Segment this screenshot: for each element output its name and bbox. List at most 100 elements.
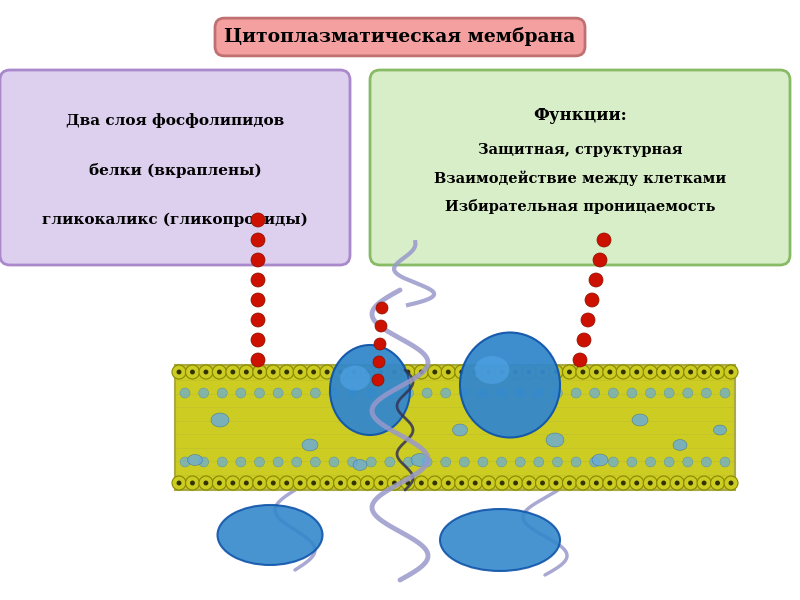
Circle shape: [432, 370, 438, 374]
Circle shape: [392, 370, 397, 374]
Circle shape: [236, 457, 246, 467]
Circle shape: [258, 481, 262, 485]
Circle shape: [446, 481, 450, 485]
Circle shape: [392, 481, 397, 485]
Circle shape: [621, 370, 626, 374]
Circle shape: [199, 365, 213, 379]
Circle shape: [627, 388, 637, 398]
Circle shape: [724, 365, 738, 379]
Ellipse shape: [440, 509, 560, 571]
Ellipse shape: [340, 365, 370, 391]
Circle shape: [329, 457, 339, 467]
Circle shape: [590, 476, 603, 490]
Circle shape: [590, 457, 600, 467]
Circle shape: [198, 457, 209, 467]
Circle shape: [670, 476, 684, 490]
Circle shape: [554, 370, 558, 374]
Ellipse shape: [353, 460, 367, 470]
Circle shape: [251, 273, 265, 287]
Circle shape: [571, 457, 581, 467]
Circle shape: [366, 388, 376, 398]
Circle shape: [648, 481, 653, 485]
Circle shape: [180, 388, 190, 398]
Circle shape: [478, 388, 488, 398]
Circle shape: [500, 370, 505, 374]
Ellipse shape: [453, 424, 467, 436]
Circle shape: [482, 365, 496, 379]
Circle shape: [177, 370, 182, 374]
Circle shape: [630, 365, 644, 379]
Circle shape: [616, 365, 630, 379]
Circle shape: [428, 476, 442, 490]
Circle shape: [293, 365, 307, 379]
Circle shape: [715, 481, 720, 485]
Circle shape: [403, 457, 414, 467]
Circle shape: [648, 370, 653, 374]
Circle shape: [374, 365, 388, 379]
Circle shape: [486, 370, 491, 374]
Circle shape: [522, 476, 536, 490]
Circle shape: [329, 388, 339, 398]
Circle shape: [293, 476, 307, 490]
Circle shape: [597, 233, 611, 247]
Circle shape: [365, 370, 370, 374]
Circle shape: [646, 388, 655, 398]
Circle shape: [664, 457, 674, 467]
Circle shape: [594, 481, 599, 485]
Circle shape: [459, 370, 464, 374]
Circle shape: [254, 388, 265, 398]
Circle shape: [378, 370, 383, 374]
Circle shape: [251, 333, 265, 347]
Circle shape: [562, 365, 577, 379]
Circle shape: [729, 370, 734, 374]
Circle shape: [258, 370, 262, 374]
Circle shape: [253, 365, 266, 379]
Circle shape: [590, 388, 600, 398]
Circle shape: [495, 476, 509, 490]
Ellipse shape: [632, 414, 648, 426]
Circle shape: [284, 370, 289, 374]
Circle shape: [422, 457, 432, 467]
Circle shape: [500, 481, 505, 485]
Circle shape: [657, 365, 670, 379]
Circle shape: [688, 481, 693, 485]
Circle shape: [311, 481, 316, 485]
Circle shape: [688, 370, 693, 374]
Circle shape: [172, 476, 186, 490]
Circle shape: [401, 365, 415, 379]
Circle shape: [403, 388, 414, 398]
Circle shape: [720, 388, 730, 398]
Circle shape: [376, 302, 388, 314]
Circle shape: [251, 213, 265, 227]
Polygon shape: [175, 365, 735, 490]
Circle shape: [351, 481, 357, 485]
Circle shape: [387, 365, 402, 379]
Circle shape: [212, 476, 226, 490]
Circle shape: [497, 388, 506, 398]
Circle shape: [608, 457, 618, 467]
Circle shape: [535, 476, 550, 490]
Circle shape: [616, 476, 630, 490]
Circle shape: [347, 457, 358, 467]
Ellipse shape: [211, 413, 229, 427]
Circle shape: [251, 253, 265, 267]
Circle shape: [320, 365, 334, 379]
Circle shape: [366, 457, 376, 467]
Circle shape: [387, 476, 402, 490]
Circle shape: [226, 476, 240, 490]
Circle shape: [310, 388, 320, 398]
Circle shape: [513, 370, 518, 374]
Circle shape: [226, 365, 240, 379]
Circle shape: [273, 388, 283, 398]
Circle shape: [535, 365, 550, 379]
Circle shape: [509, 476, 522, 490]
Circle shape: [497, 457, 506, 467]
Ellipse shape: [546, 433, 564, 447]
Text: Избирательная проницаемость: Избирательная проницаемость: [445, 199, 715, 214]
FancyBboxPatch shape: [0, 70, 350, 265]
Circle shape: [670, 365, 684, 379]
Circle shape: [244, 370, 249, 374]
Circle shape: [454, 476, 469, 490]
Circle shape: [310, 457, 320, 467]
Circle shape: [442, 365, 455, 379]
